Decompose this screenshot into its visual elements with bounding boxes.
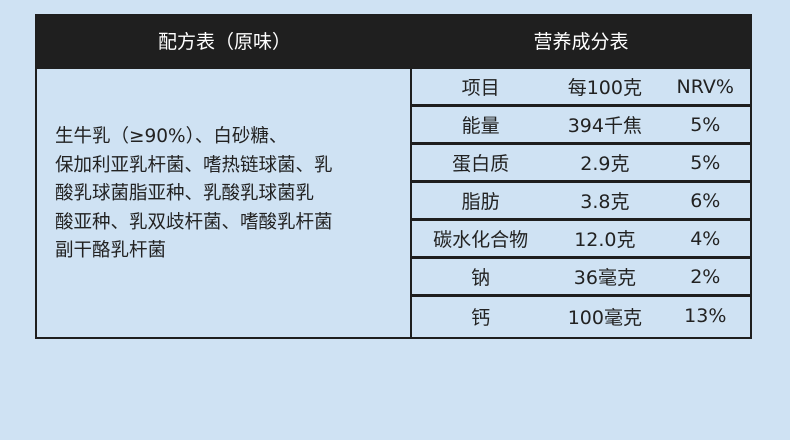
table-row: 蛋白质 2.9克 5%: [412, 145, 750, 183]
nutrient-amount: 3.8克: [580, 191, 630, 213]
ingredients-line: 副干酪乳杆菌: [55, 240, 167, 261]
header-nrv: NRV%: [676, 75, 734, 98]
info-table: 配方表（原味） 营养成分表 生牛乳（≥90%）、白砂糖、 保加利亚乳杆菌、嗜热链…: [35, 14, 752, 339]
ingredients-line: 保加利亚乳杆菌、嗜热链球菌、乳: [55, 154, 333, 176]
table-row: 碳水化合物 12.0克 4%: [412, 221, 750, 259]
nutrient-name: 蛋白质: [452, 153, 510, 175]
nutrient-nrv: 13%: [684, 305, 727, 327]
table-header: 配方表（原味） 营养成分表: [37, 16, 750, 69]
table-row: 脂肪 3.8克 6%: [412, 183, 750, 221]
ingredients-line: 酸亚种、乳双歧杆菌、嗜酸乳杆菌: [55, 211, 333, 233]
nutrient-nrv: 6%: [690, 189, 721, 212]
nutrient-name: 钠: [471, 267, 491, 289]
nutrient-nrv: 5%: [690, 113, 721, 136]
ingredients-line: 酸乳球菌脂亚种、乳酸乳球菌乳: [55, 183, 315, 204]
nutrient-amount: 394千焦: [567, 115, 642, 137]
nutrient-name: 钙: [471, 306, 491, 329]
nutrient-amount: 100毫克: [567, 306, 642, 329]
nutrition-table: 项目 每100克 NRV% 能量 394千焦 5% 蛋白质 2.9克 5% 脂肪…: [412, 69, 750, 337]
table-row: 钠 36毫克 2%: [412, 259, 750, 297]
nutrient-amount: 12.0克: [574, 229, 636, 251]
nutrient-name: 脂肪: [461, 191, 500, 213]
nutrient-nrv: 4%: [690, 227, 721, 250]
nutrition-header-row: 项目 每100克 NRV%: [412, 69, 750, 107]
nutrition-title: 营养成分表: [533, 31, 629, 53]
table-row: 钙 100毫克 13%: [412, 297, 750, 335]
ingredients-line: 生牛乳（≥90%）、白砂糖、: [55, 126, 288, 147]
nutrient-name: 能量: [461, 115, 500, 137]
nutrient-nrv: 2%: [690, 265, 721, 288]
table-row: 能量 394千焦 5%: [412, 107, 750, 145]
nutrient-amount: 36毫克: [573, 267, 636, 289]
formula-title: 配方表（原味）: [157, 31, 291, 53]
ingredients-text: 生牛乳（≥90%）、白砂糖、 保加利亚乳杆菌、嗜热链球菌、乳 酸乳球菌脂亚种、乳…: [55, 123, 405, 266]
formula-panel: 生牛乳（≥90%）、白砂糖、 保加利亚乳杆菌、嗜热链球菌、乳 酸乳球菌脂亚种、乳…: [37, 69, 412, 337]
nutrient-name: 碳水化合物: [433, 229, 529, 251]
nutrient-nrv: 5%: [690, 151, 721, 174]
nutrient-amount: 2.9克: [580, 153, 630, 175]
header-item: 项目: [461, 77, 500, 99]
header-per100g: 每100克: [567, 77, 642, 99]
